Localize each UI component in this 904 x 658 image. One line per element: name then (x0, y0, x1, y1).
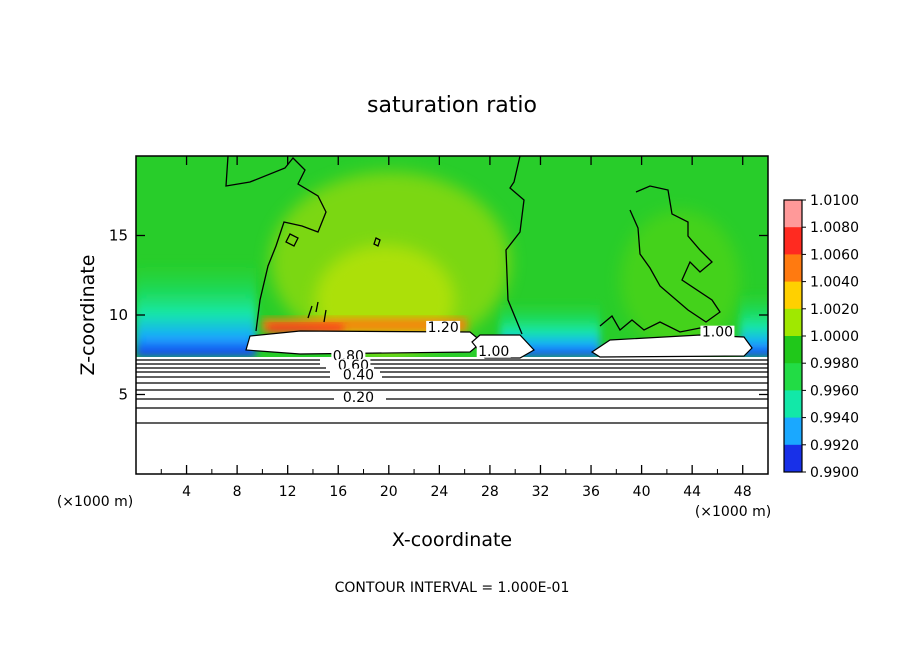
x-axis-label: X-coordinate (392, 529, 512, 551)
colorbar-label: 1.0060 (810, 247, 859, 263)
field-red-band (268, 324, 343, 332)
contour-label-bg (341, 390, 376, 404)
colorbar-label: 1.0100 (810, 193, 859, 209)
contour-label-bg (476, 344, 511, 358)
cloud-patch-1 (245, 330, 483, 355)
x-tick-label: 40 (633, 484, 651, 500)
field-right-lime (620, 210, 740, 350)
x-tick-label: 16 (329, 484, 347, 500)
colorbar-label: 0.9980 (810, 356, 859, 372)
colorbar-label: 1.0040 (810, 275, 859, 291)
y-tick-label: 15 (109, 227, 128, 245)
x-tick-label: 12 (279, 484, 297, 500)
colorbar-swatch (784, 363, 802, 391)
colorbar-label: 1.0080 (810, 220, 859, 236)
contour-line (307, 301, 327, 323)
colorbar-swatch (784, 444, 802, 473)
y-axis: 5 10 15 (109, 227, 768, 404)
contour-line (599, 315, 723, 333)
colorbar-swatch (784, 336, 802, 364)
x-tick-label: 32 (532, 484, 550, 500)
field-left-cyan (136, 260, 256, 357)
colorbar-swatch (784, 281, 802, 310)
contour-label-bg (700, 325, 735, 339)
contour-labels: 1.201.001.000.800.600.400.20 (331, 320, 735, 406)
cloud-patch-3 (590, 334, 753, 358)
colorbar-label: 1.0000 (810, 329, 859, 345)
contour-line (285, 233, 299, 247)
contour-line (225, 156, 327, 332)
contour-line (373, 237, 381, 247)
contour-label-bg (426, 320, 461, 334)
contour-label: 0.20 (343, 390, 374, 406)
y-tick-label: 5 (118, 386, 128, 404)
field-lower-white (136, 357, 768, 474)
x-tick-label: 20 (380, 484, 398, 500)
x-tick-label: 24 (430, 484, 448, 500)
colorbar: 1.0100 1.0080 1.0060 1.0040 1.0020 1.0000 0.99… (783, 193, 859, 481)
colorbar-label: 0.9960 (810, 383, 859, 399)
contour-line (629, 185, 721, 323)
x-tick-label: 36 (582, 484, 600, 500)
chart-title: saturation ratio (367, 93, 537, 118)
y-tick-label: 10 (109, 306, 128, 324)
colorbar-swatch (784, 227, 802, 255)
upper-field (136, 172, 768, 357)
contour-label: 1.20 (428, 320, 459, 336)
y-axis-label: Z-coordinate (77, 255, 99, 376)
contour-label: 0.40 (343, 368, 374, 384)
x-unit-right: (×1000 m) (695, 504, 771, 520)
x-tick-label: 8 (233, 484, 242, 500)
x-unit-left: (×1000 m) (57, 494, 133, 510)
contour-interval-note: CONTOUR INTERVAL = 1.000E-01 (335, 580, 570, 596)
colorbar-swatch (784, 200, 802, 228)
x-tick-label: 4 (182, 484, 191, 500)
colorbar-label: 1.0020 (810, 302, 859, 318)
colorbar-label: 0.9940 (810, 411, 859, 427)
contour-lines (136, 156, 768, 424)
contour-label-bg (341, 368, 376, 382)
x-tick-label: 28 (481, 484, 499, 500)
colorbar-label: 0.9920 (810, 438, 859, 454)
colorbar-swatch (784, 254, 802, 283)
contour-label: 1.00 (702, 325, 733, 341)
colorbar-swatch (784, 308, 802, 337)
x-tick-label: 48 (734, 484, 752, 500)
x-axis: 4 8 12 16 20 24 28 32 36 40 44 48 (160, 156, 752, 500)
colorbar-swatch (784, 390, 802, 419)
contour-label: 1.00 (478, 344, 509, 360)
colorbar-swatch (784, 417, 802, 446)
plot-area: 1.201.001.000.800.600.400.20 (136, 156, 768, 474)
x-tick-label: 44 (683, 484, 701, 500)
colorbar-label: 0.9900 (810, 465, 859, 481)
contour-line (505, 156, 525, 335)
